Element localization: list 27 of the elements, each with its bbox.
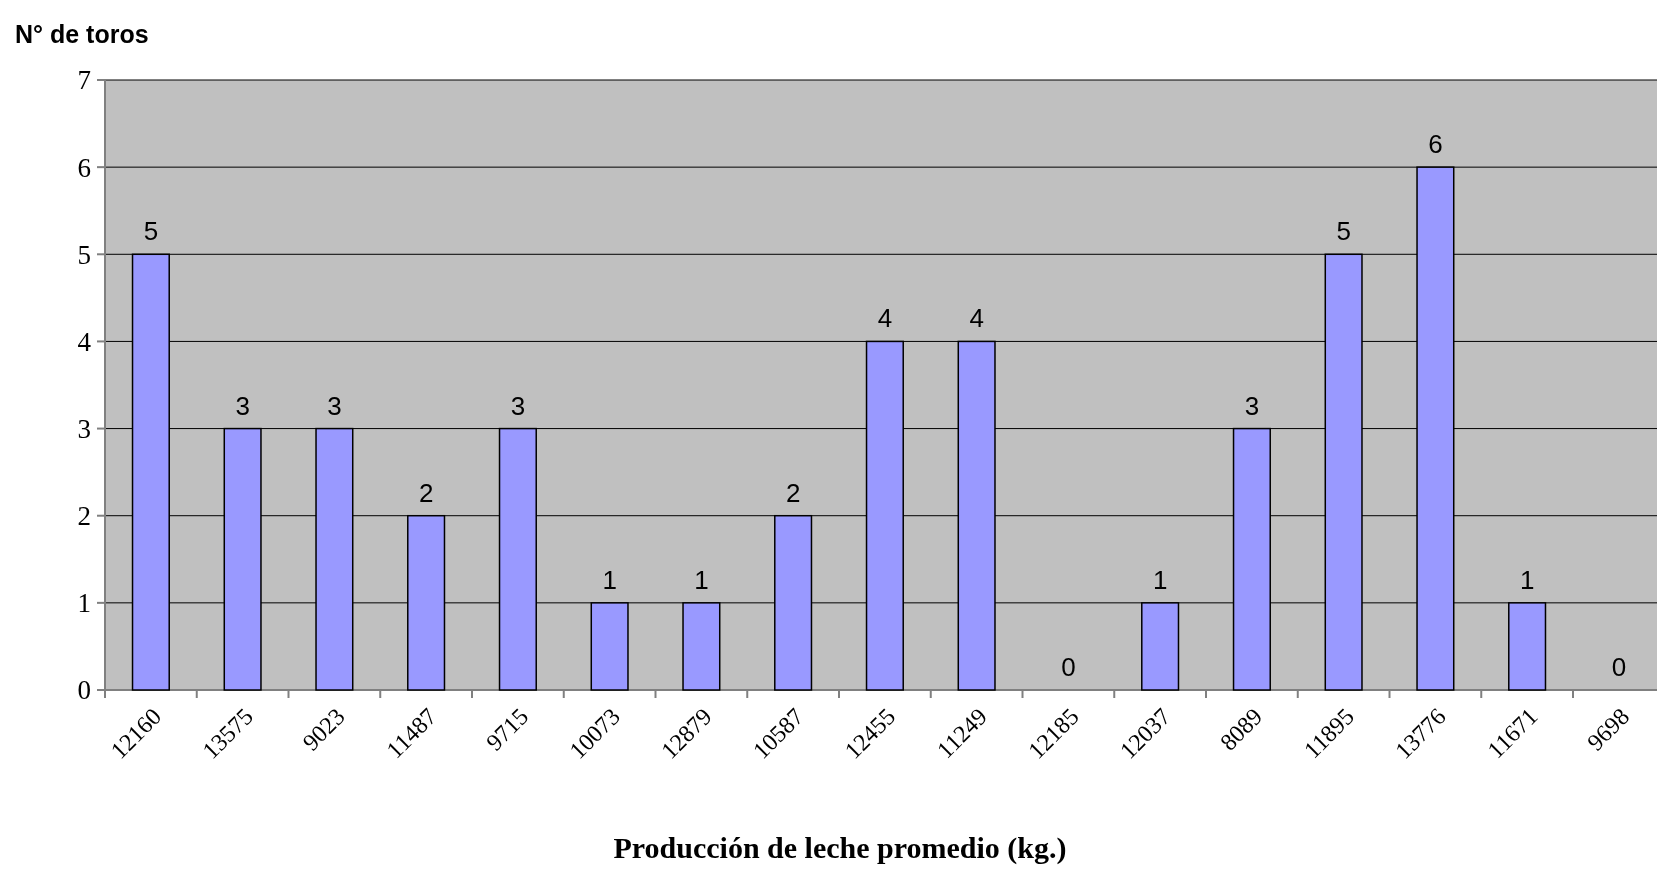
data-label: 2	[785, 477, 801, 508]
y-tick-label: 0	[77, 675, 91, 706]
data-label: 1	[602, 564, 617, 595]
y-axis-title: N° de toros	[15, 20, 149, 48]
data-label: 5	[1336, 216, 1351, 247]
y-tick-label: 5	[77, 239, 91, 270]
data-label: 0	[1061, 652, 1076, 682]
y-tick-label: 3	[77, 414, 91, 445]
data-label: 3	[235, 390, 250, 421]
data-label: 5	[143, 216, 159, 247]
y-tick-label: 2	[77, 501, 91, 532]
data-label: 4	[877, 303, 893, 334]
x-axis-title: Producción de leche promedio (kg.)	[613, 831, 1067, 865]
data-label: 6	[1428, 129, 1443, 160]
data-label: 1	[1519, 564, 1535, 595]
data-label: 0	[1611, 652, 1627, 682]
data-label: 4	[969, 303, 984, 334]
y-tick-label: 1	[77, 588, 91, 619]
data-label: 3	[1244, 390, 1260, 421]
y-tick-label: 4	[77, 326, 92, 357]
y-tick-label: 7	[77, 65, 91, 96]
y-tick-label: 6	[77, 152, 91, 183]
data-label: 1	[694, 564, 709, 595]
data-label: 3	[510, 390, 526, 421]
data-label: 3	[327, 390, 342, 421]
data-label: 1	[1152, 564, 1168, 595]
data-label: 2	[418, 477, 434, 508]
